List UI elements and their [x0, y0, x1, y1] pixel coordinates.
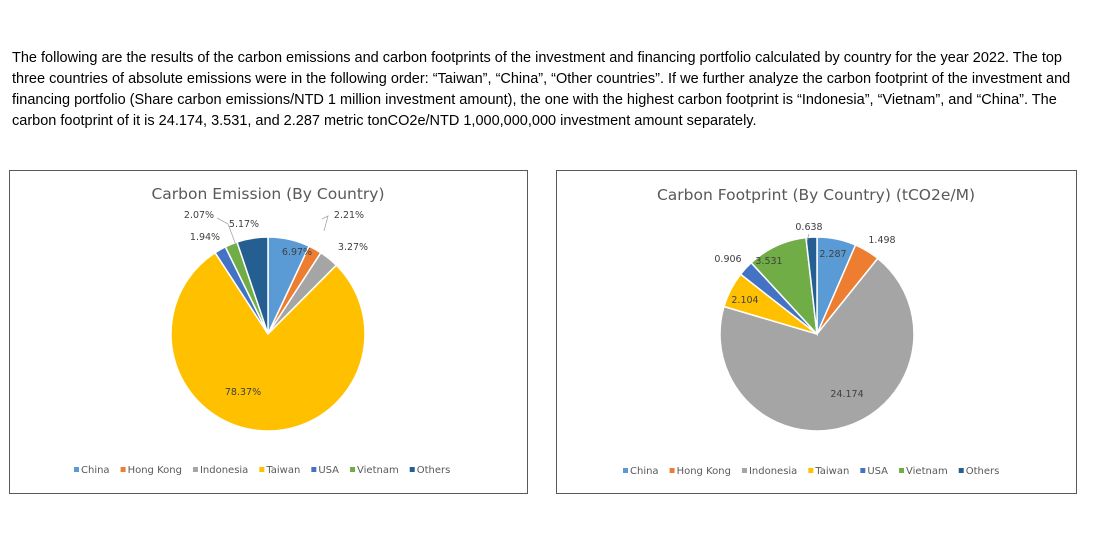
- data-label-usa: 0.906: [714, 254, 741, 265]
- data-label-indonesia: 24.174: [830, 389, 863, 400]
- data-label-vietnam: 2.07%: [184, 210, 214, 221]
- legend-swatch-china: [74, 467, 79, 472]
- legend-label-china: China: [81, 465, 110, 476]
- legend-label-hong-kong: Hong Kong: [128, 465, 182, 476]
- leader-line-vietnam: [216, 217, 237, 246]
- carbon-footprint-pie-svg: Carbon Footprint (By Country) (tCO2e/M) …: [623, 186, 1000, 477]
- legend-swatch-hong-kong: [669, 468, 675, 473]
- data-label-usa: 1.94%: [190, 232, 220, 243]
- legend-swatch-others: [409, 467, 415, 472]
- legend-swatch-hong-kong: [120, 467, 126, 472]
- pie-slice-taiwan: [170, 251, 366, 432]
- legend-label-china: China: [630, 466, 659, 477]
- data-label-taiwan: 78.37%: [225, 387, 261, 398]
- data-label-china: 6.97%: [282, 247, 312, 258]
- legend-label-others: Others: [417, 465, 451, 476]
- legend-swatch-indonesia: [192, 467, 198, 472]
- data-label-others: 0.638: [795, 222, 822, 233]
- legend-swatch-usa: [311, 467, 317, 472]
- data-label-vietnam: 3.531: [755, 256, 782, 267]
- leader-line-others: [806, 233, 810, 242]
- legend-swatch-others: [958, 468, 964, 473]
- legend-swatch-usa: [860, 468, 866, 473]
- data-label-hong-kong: 1.498: [868, 235, 895, 246]
- chart-title: Carbon Emission (By Country): [151, 185, 384, 203]
- data-label-others: 5.17%: [229, 219, 259, 230]
- legend-label-usa: USA: [318, 465, 339, 476]
- data-label-hong-kong: 2.21%: [334, 210, 364, 221]
- legend-label-vietnam: Vietnam: [357, 465, 399, 476]
- data-label-taiwan: 2.104: [731, 295, 758, 306]
- legend-swatch-china: [623, 468, 628, 473]
- legend-swatch-taiwan: [808, 468, 814, 473]
- pie-slice-others: [236, 236, 269, 335]
- legend-label-others: Others: [966, 466, 1000, 477]
- legend-label-indonesia: Indonesia: [200, 465, 248, 476]
- carbon-footprint-chart: Carbon Footprint (By Country) (tCO2e/M) …: [556, 170, 1077, 494]
- legend-swatch-vietnam: [899, 468, 905, 473]
- legend-label-taiwan: Taiwan: [814, 466, 849, 477]
- pie-slice-others: [805, 236, 818, 335]
- carbon-emission-pie-svg: Carbon Emission (By Country) 6.97% 2.21% 3…: [74, 185, 451, 476]
- legend-swatch-vietnam: [350, 467, 356, 472]
- data-label-china: 2.287: [819, 249, 846, 260]
- leader-line-hong-kong: [321, 215, 329, 232]
- legend-label-indonesia: Indonesia: [749, 466, 797, 477]
- chart-title: Carbon Footprint (By Country) (tCO2e/M): [657, 186, 975, 204]
- pie-slice-indonesia: [719, 257, 915, 432]
- legend-swatch-indonesia: [741, 468, 747, 473]
- data-label-indonesia: 3.27%: [338, 242, 368, 253]
- legend-label-usa: USA: [867, 466, 888, 477]
- legend-label-vietnam: Vietnam: [906, 466, 948, 477]
- legend-label-hong-kong: Hong Kong: [677, 466, 731, 477]
- legend-label-taiwan: Taiwan: [265, 465, 300, 476]
- carbon-emission-chart: Carbon Emission (By Country) 6.97% 2.21% 3…: [9, 170, 528, 494]
- intro-paragraph: The following are the results of the car…: [12, 50, 1071, 129]
- legend-swatch-taiwan: [259, 467, 265, 472]
